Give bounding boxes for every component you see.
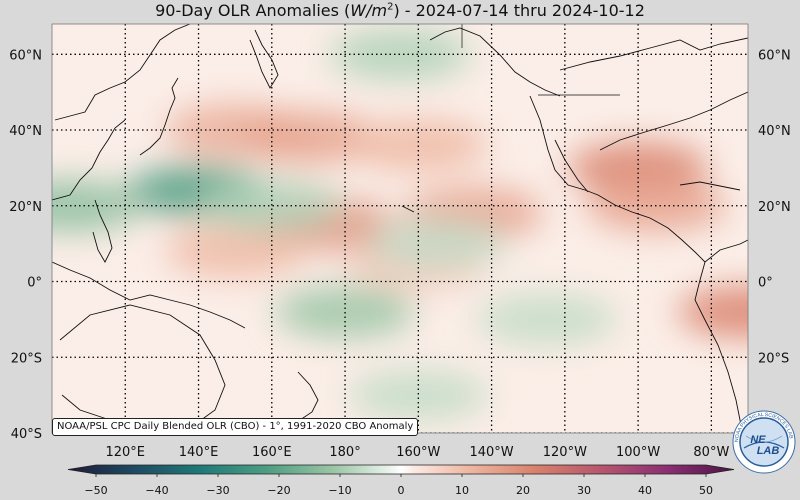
lon-tick-label: 140°E [179, 445, 219, 460]
coast-philippines [92, 199, 113, 263]
coast-hawaii [401, 205, 415, 213]
coast-canada [559, 37, 748, 71]
anomaly-blob [201, 179, 342, 232]
lat-tick-label: 0° [27, 276, 42, 291]
lon-tick-label: 160°W [396, 445, 440, 460]
coast-baja [554, 139, 589, 193]
lat-tick-label: 60°N [9, 48, 42, 63]
anomaly-blob [348, 119, 489, 172]
coast-east-asia [54, 24, 191, 121]
anomaly-blob [238, 111, 379, 164]
lon-tick-label: 140°W [469, 445, 513, 460]
lon-labels: 120°E 140°E 160°E 180° 160°W 140°W 120°W 100°W 8… [105, 445, 729, 460]
anomaly-blob [366, 217, 507, 270]
lat-tick-label: 40°N [758, 124, 791, 139]
lon-tick-label: 160°E [252, 445, 292, 460]
coast-south-america-north [704, 239, 748, 263]
lat-labels-right: 60°N40°N20°N0°20°S40°S [758, 48, 791, 442]
colorbar: −50 −40 −30 −20 −10 0 10 20 30 40 50 [67, 464, 735, 497]
lat-tick-label: 20°N [9, 200, 42, 215]
graticule [52, 24, 748, 433]
lat-labels-left: 60°N 40°N 20°N 0° 20°S 40°S [9, 48, 42, 442]
map-title: 90-Day OLR Anomalies (W/m2) - 2024-07-14… [155, 1, 645, 20]
anomaly-field [52, 28, 748, 422]
anomaly-blob [476, 293, 617, 346]
coast-china [52, 119, 126, 201]
coast-alaska [429, 27, 561, 97]
colorbar-tick-label: 10 [455, 484, 469, 497]
lat-tick-label: 40°S [11, 427, 42, 442]
coast-north-america-east [599, 91, 748, 151]
coast-cuba [679, 181, 741, 191]
colorbar-tick-label: −30 [206, 484, 229, 497]
logo-text-top: NE [750, 434, 766, 446]
coast-north-america [529, 95, 706, 263]
anomaly-blob [348, 369, 489, 422]
lat-tick-label: 60°N [758, 48, 791, 63]
coast-maritime [52, 261, 246, 329]
lon-tick-label: 80°W [693, 445, 729, 460]
colorbar-body [67, 464, 735, 475]
logo-text-bottom: LAB [757, 445, 780, 457]
anomaly-blob [52, 179, 141, 232]
coast-kamchatka [249, 29, 279, 89]
lat-tick-label: 20°S [11, 351, 42, 366]
coast-japan [139, 77, 179, 156]
lon-tick-label: 120°W [543, 445, 587, 460]
colorbar-tick-label: 0 [398, 484, 405, 497]
colorbar-tick-label: −40 [145, 484, 168, 497]
lat-tick-label: 20°N [758, 200, 791, 215]
colorbar-tick-label: −20 [267, 484, 290, 497]
colorbar-tick-label: −50 [84, 484, 107, 497]
lat-tick-label: 0° [758, 276, 773, 291]
lon-tick-label: 180° [329, 445, 360, 460]
colorbar-tick-label: 50 [699, 484, 713, 497]
lon-tick-label: 120°E [105, 445, 145, 460]
lon-tick-label: 100°W [616, 445, 660, 460]
colorbar-tick-label: 20 [516, 484, 530, 497]
data-source-credit: NOAA/PSL CPC Daily Blended OLR (CBO) - 1… [52, 418, 419, 436]
colorbar-tick-label: 30 [577, 484, 591, 497]
coast-new-zealand [297, 371, 319, 421]
lat-tick-label: 20°S [758, 351, 789, 366]
coastlines [52, 24, 748, 431]
anomaly-blob [275, 285, 416, 338]
lat-tick-label: 40°N [9, 124, 42, 139]
coast-south-america [694, 261, 743, 431]
colorbar-tick-label: −10 [328, 484, 351, 497]
colorbar-ticks: −50 −40 −30 −20 −10 0 10 20 30 40 50 [84, 474, 713, 497]
anomaly-blob [165, 225, 306, 278]
colorbar-tick-label: 40 [638, 484, 652, 497]
psl-logo: NE LAB NOAA PHYSICAL SCIENCES LAB [732, 410, 796, 474]
